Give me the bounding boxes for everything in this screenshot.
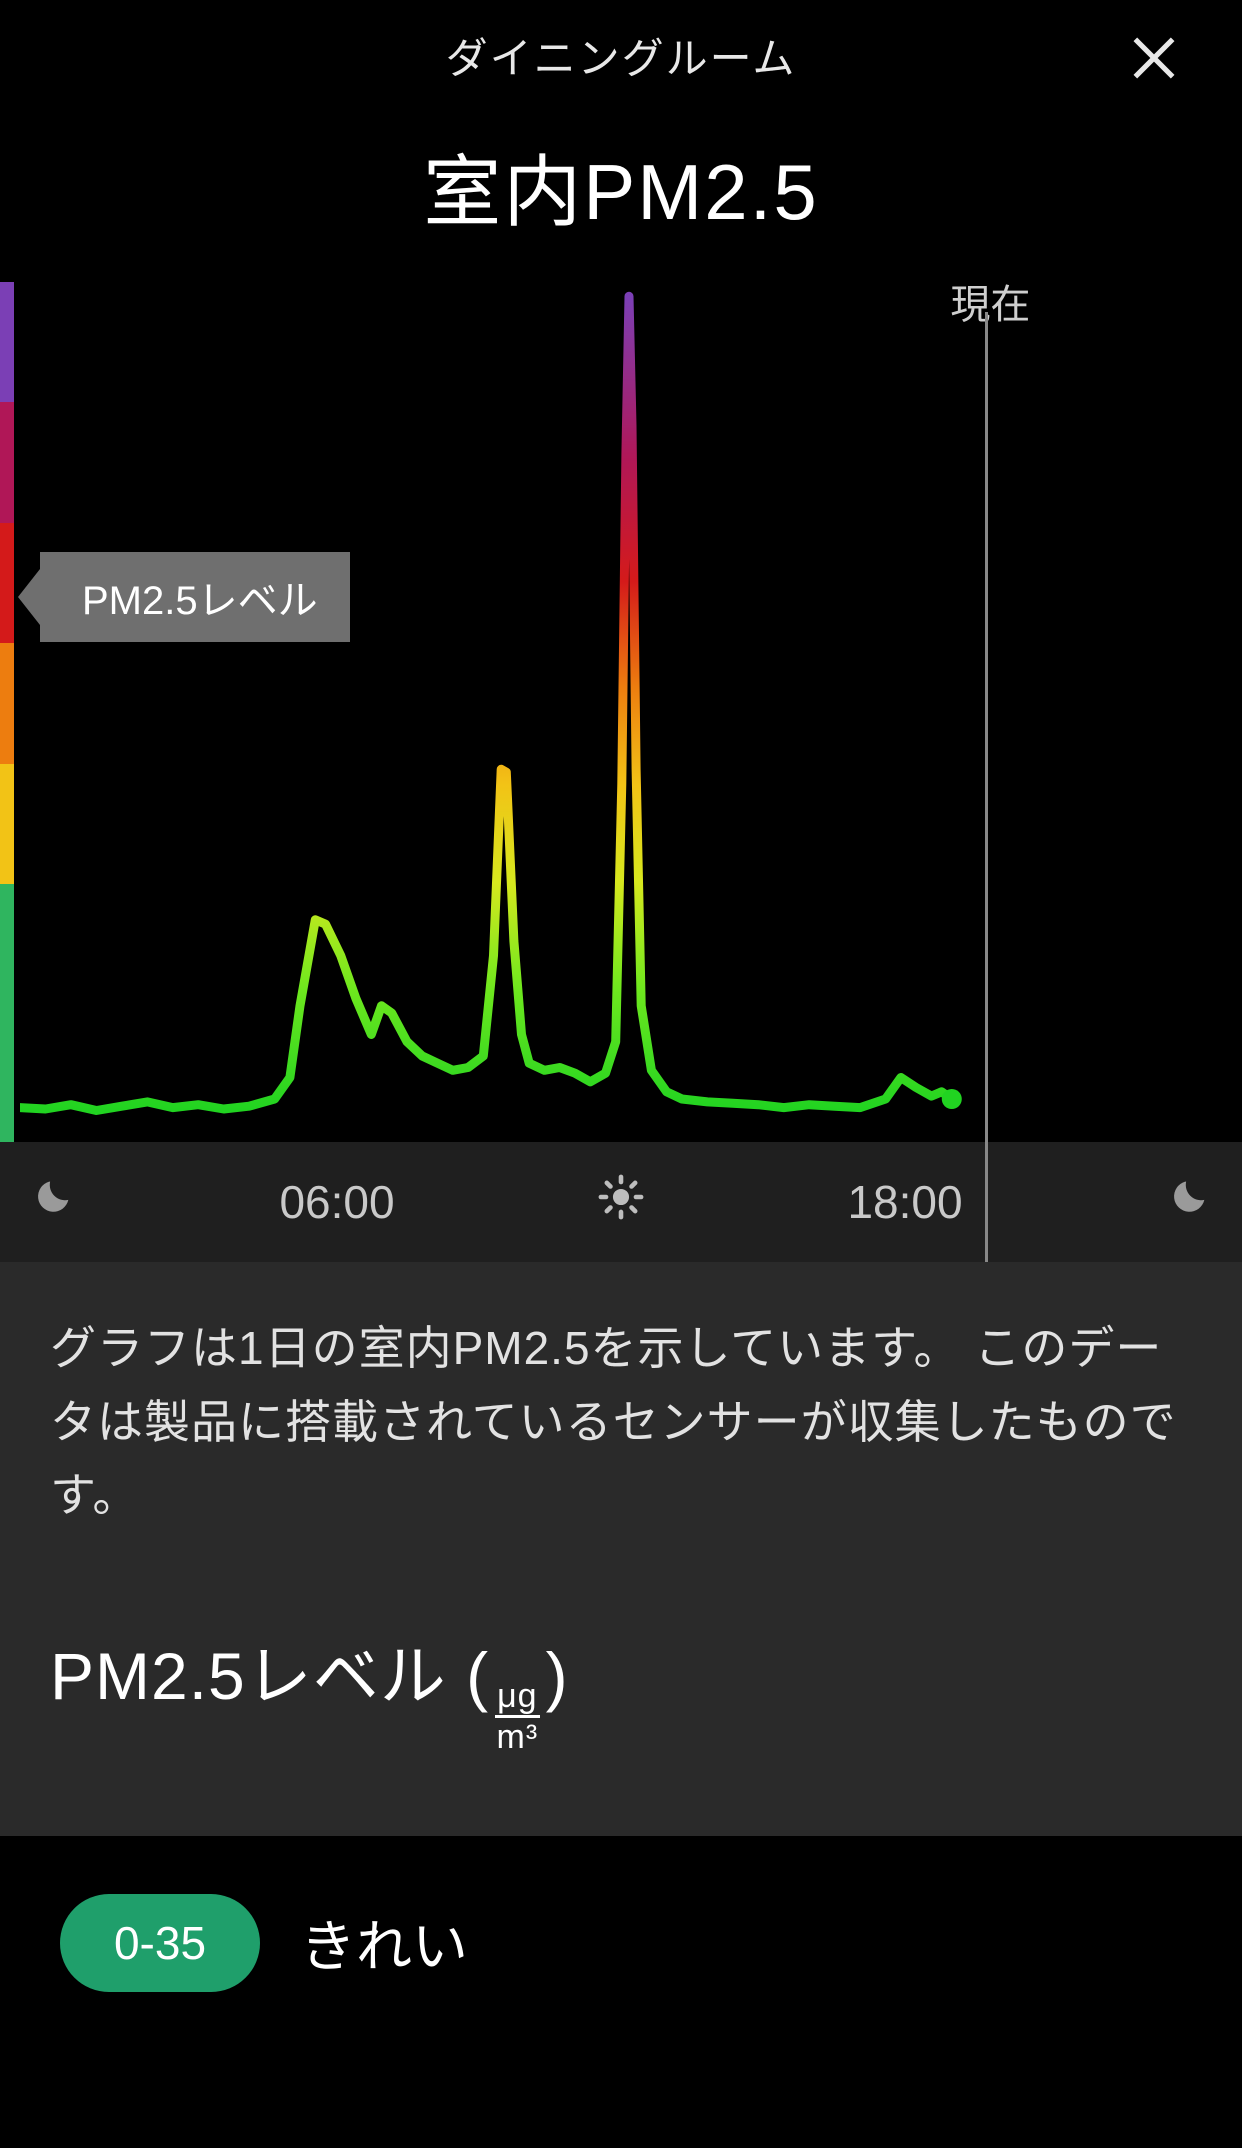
time-tick-0600: 06:00 — [279, 1175, 394, 1229]
level-label: きれい — [300, 1902, 468, 1983]
level-row: 0-35 きれい — [60, 1866, 1182, 2020]
time-axis: 06:00 18:00 — [0, 1142, 1242, 1262]
sun-icon — [598, 1174, 644, 1231]
quality-band — [0, 764, 14, 884]
levels-heading: PM2.5レベル ( μg m³ ) — [50, 1623, 1192, 1746]
levels-list: 0-35 きれい — [0, 1836, 1242, 2050]
level-range-pill: 0-35 — [60, 1894, 260, 1992]
header-bar: ダイニングルーム — [0, 0, 1242, 110]
quality-color-scale — [0, 282, 14, 1142]
close-icon — [1126, 30, 1182, 86]
heading-suffix: ) — [546, 1638, 569, 1714]
quality-band — [0, 282, 14, 402]
chart-line-svg — [20, 282, 1242, 1142]
moon-icon — [30, 1174, 76, 1231]
unit-fraction: μg m³ — [495, 1679, 540, 1754]
unit-numerator: μg — [495, 1679, 540, 1718]
moon-icon — [1166, 1174, 1212, 1231]
unit-denominator: m³ — [497, 1718, 539, 1754]
close-button[interactable] — [1126, 30, 1182, 86]
pm25-chart[interactable]: PM2.5レベル 現在 — [0, 282, 1242, 1142]
quality-band — [0, 523, 14, 643]
description-panel: グラフは1日の室内PM2.5を示しています。 このデータは製品に搭載されているセ… — [0, 1262, 1242, 1836]
page-title: 室内PM2.5 — [0, 130, 1242, 242]
quality-band — [0, 643, 14, 763]
quality-band — [0, 402, 14, 522]
room-name: ダイニングルーム — [446, 25, 797, 86]
description-text: グラフは1日の室内PM2.5を示しています。 このデータは製品に搭載されているセ… — [50, 1312, 1192, 1533]
heading-prefix: PM2.5レベル ( — [50, 1623, 489, 1719]
time-tick-1800: 18:00 — [847, 1175, 962, 1229]
quality-band — [0, 884, 14, 1142]
